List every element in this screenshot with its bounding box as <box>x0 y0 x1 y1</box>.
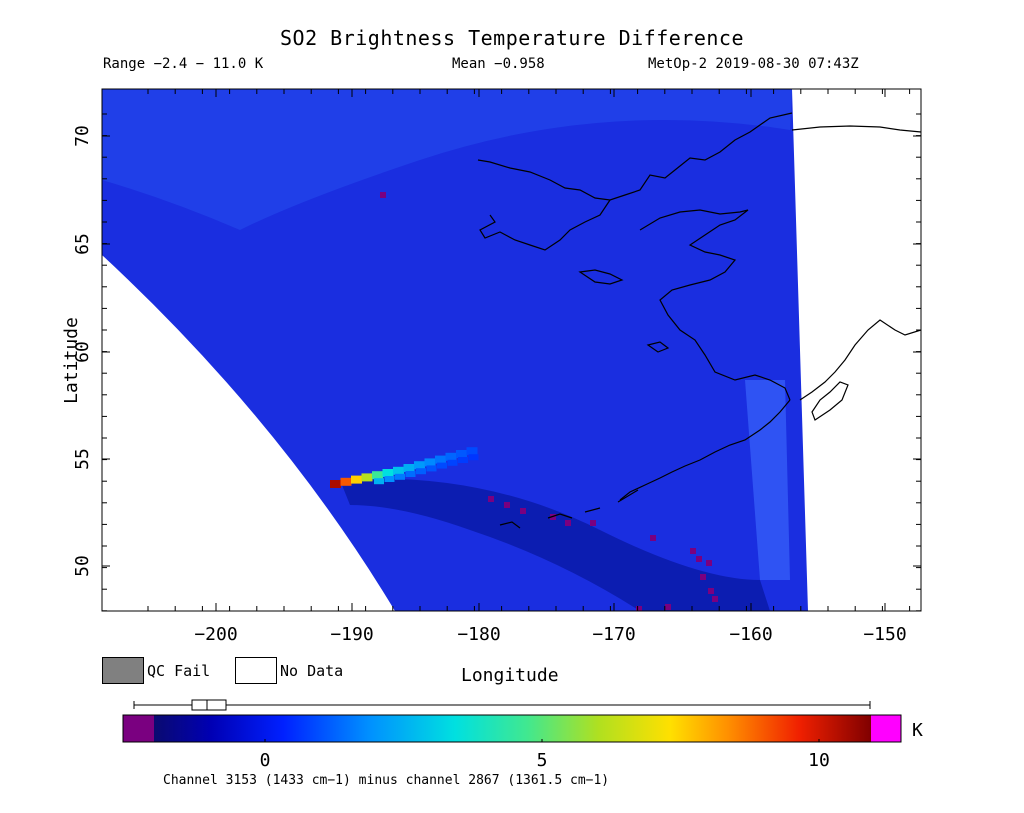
plume-pixel <box>374 478 384 485</box>
coastline-south-alaska <box>799 319 922 401</box>
light-strip <box>745 380 790 580</box>
colorbar-unit: K <box>912 720 923 741</box>
qc-fail-pixel <box>488 496 494 502</box>
plume-pixel <box>393 466 404 475</box>
y-axis-label: Latitude <box>60 317 82 404</box>
plume-pixel <box>426 465 437 472</box>
satellite-time-text: MetOp-2 2019-08-30 07:43Z <box>648 56 859 72</box>
st-lawrence-island <box>578 269 624 285</box>
qc-fail-pixel <box>696 556 702 562</box>
colorbar-above-range <box>871 715 901 742</box>
plot-frame <box>101 88 922 612</box>
axis-ticks <box>102 89 921 612</box>
plume-pixel <box>468 454 479 461</box>
plume-pixel <box>372 471 383 480</box>
plume-pixel <box>382 469 394 477</box>
mean-text: Mean −0.958 <box>452 56 545 72</box>
y-tick-label: 65 <box>72 233 93 255</box>
plume-pixel <box>456 450 467 458</box>
qc-fail-pixel <box>712 596 718 602</box>
qc-fail-pixel <box>650 535 656 541</box>
qc-fail-pixel <box>590 520 596 526</box>
y-tick-label: 55 <box>72 448 93 470</box>
x-tick-label: −200 <box>194 624 237 645</box>
plume-pixel <box>445 452 457 461</box>
plume-pixel <box>351 475 362 484</box>
coastline-bristol <box>619 399 791 501</box>
plume-pixel <box>414 461 425 470</box>
coastline-norton <box>639 209 791 401</box>
range-text: Range −2.4 − 11.0 K <box>103 56 264 72</box>
qc-fail-pixel <box>665 604 671 610</box>
colorbar-boxplot <box>191 699 227 711</box>
coastline-seward <box>479 199 611 251</box>
y-tick-labels: 70 65 60 55 50 <box>72 125 93 577</box>
plume-pixel <box>435 455 446 464</box>
coastlines <box>477 112 922 529</box>
pribilof-island <box>646 341 670 353</box>
colorbar-tick-label: 5 <box>537 750 548 771</box>
colorbar: 0 5 10 <box>122 699 902 771</box>
x-tick-label: −150 <box>863 624 906 645</box>
dark-band <box>340 478 770 611</box>
qc-fail-pixel <box>636 606 642 611</box>
qc-fail-pixel <box>690 548 696 554</box>
qc-fail-pixel <box>700 574 706 580</box>
plume-pixel <box>405 471 416 477</box>
legend-swatch-qc-fail <box>102 657 144 684</box>
x-tick-labels: −200 −190 −180 −170 −160 −150 <box>194 624 906 645</box>
plume-pixel <box>416 468 426 475</box>
swath-field <box>102 89 808 611</box>
plume-pixel <box>330 480 341 488</box>
colorbar-gradient <box>154 715 871 742</box>
qc-fail-pixel <box>550 514 556 520</box>
colorbar-tick-labels: 0 5 10 <box>260 750 830 771</box>
legend-label-no-data: No Data <box>280 662 344 680</box>
plume-pixel <box>403 464 415 472</box>
plume-pixel <box>447 459 458 466</box>
colorbar-frame <box>122 714 902 743</box>
so2-plume <box>330 447 479 488</box>
qc-fail-pixel <box>504 502 510 508</box>
x-tick-label: −170 <box>592 624 635 645</box>
qc-fail-pixel <box>520 508 526 514</box>
qc-fail-pixel <box>708 588 714 594</box>
colorbar-tick-label: 0 <box>260 750 271 771</box>
x-tick-label: −190 <box>330 624 373 645</box>
plume-pixel <box>361 473 373 482</box>
aleutian-islands <box>499 489 639 529</box>
plume-pixel <box>384 476 395 482</box>
qc-fail-pixel <box>565 520 571 526</box>
qc-fail-pixel <box>706 560 712 566</box>
kodiak-island <box>811 381 849 421</box>
legend-swatch-no-data <box>235 657 277 684</box>
plume-pixel <box>437 462 447 469</box>
plume-pixel <box>340 477 352 486</box>
x-tick-label: −180 <box>457 624 500 645</box>
x-axis-label: Longitude <box>461 665 559 686</box>
coastline-alaska-north <box>477 112 793 201</box>
plume-pixel <box>466 447 478 456</box>
swath-area <box>102 89 808 611</box>
qc-fail-pixels <box>380 192 718 611</box>
x-tick-label: −160 <box>729 624 772 645</box>
y-tick-label: 50 <box>72 555 93 577</box>
colorbar-caption: Channel 3153 (1433 cm−1) minus channel 2… <box>163 773 610 788</box>
legend-label-qc-fail: QC Fail <box>147 662 211 680</box>
chart-title: SO2 Brightness Temperature Difference <box>279 26 745 50</box>
plume-pixel <box>395 473 405 480</box>
colorbar-tick-label: 10 <box>808 750 830 771</box>
plume-pixel <box>424 458 436 467</box>
colorbar-below-range <box>123 715 154 742</box>
qc-fail-pixel <box>380 192 386 198</box>
plume-pixel <box>458 457 468 463</box>
coastline-east <box>791 125 922 133</box>
swath-texture <box>102 89 792 230</box>
colorbar-ticks <box>264 739 820 742</box>
y-tick-label: 60 <box>72 341 93 363</box>
y-tick-label: 70 <box>72 125 93 147</box>
